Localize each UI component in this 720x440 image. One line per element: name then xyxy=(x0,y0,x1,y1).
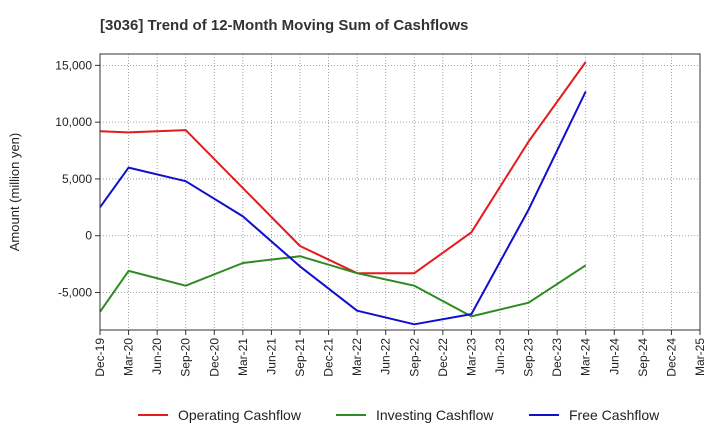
x-tick-label: Mar-21 xyxy=(236,338,250,376)
x-tick-label: Dec-22 xyxy=(436,338,450,377)
y-axis-label: Amount (million yen) xyxy=(7,133,22,252)
y-tick-label: 10,000 xyxy=(55,115,92,129)
x-tick-label: Jun-21 xyxy=(264,338,278,375)
plot-frame xyxy=(99,53,701,331)
y-tick-label: 5,000 xyxy=(62,172,92,186)
x-tick-label: Dec-19 xyxy=(93,338,107,377)
x-tick-label: Dec-20 xyxy=(207,338,221,377)
legend-label: Free Cashflow xyxy=(569,407,660,423)
x-tick-label: Mar-22 xyxy=(350,338,364,376)
grid-lines xyxy=(99,54,701,330)
series-lines xyxy=(99,61,587,326)
x-tick-label: Sep-21 xyxy=(293,338,307,377)
chart-title: [3036] Trend of 12-Month Moving Sum of C… xyxy=(100,17,468,34)
x-tick-label: Dec-23 xyxy=(550,338,564,377)
x-tick-label: Jun-23 xyxy=(493,338,507,375)
y-axis-ticks: 15,000 10,000 5,000 0 -5,000 xyxy=(55,58,100,300)
plot-area xyxy=(100,54,700,330)
series-line-investing-cashflow xyxy=(99,255,587,318)
series-line-free-cashflow xyxy=(99,91,587,326)
x-tick-label: Mar-20 xyxy=(122,338,136,376)
y-tick-label: 15,000 xyxy=(55,58,92,72)
x-tick-label: Sep-22 xyxy=(407,338,421,377)
x-tick-label: Jun-20 xyxy=(150,338,164,375)
legend-label: Investing Cashflow xyxy=(376,407,494,423)
x-tick-label: Mar-25 xyxy=(693,338,707,376)
y-tick-label: 0 xyxy=(85,229,92,243)
y-tick-label: -5,000 xyxy=(58,286,92,300)
x-tick-label: Sep-23 xyxy=(522,338,536,377)
x-tick-label: Sep-20 xyxy=(179,338,193,377)
x-tick-label: Sep-24 xyxy=(636,338,650,377)
x-tick-label: Jun-22 xyxy=(379,338,393,375)
x-tick-label: Mar-24 xyxy=(579,338,593,376)
x-tick-label: Dec-21 xyxy=(322,338,336,377)
legend-label: Operating Cashflow xyxy=(178,407,302,423)
x-axis-ticks: Dec-19 Mar-20 Jun-20 Sep-20 Dec-20 Mar-21 Jun-… xyxy=(93,330,707,377)
x-tick-label: Dec-24 xyxy=(664,338,678,377)
x-tick-label: Mar-23 xyxy=(464,338,478,376)
x-tick-label: Jun-24 xyxy=(607,338,621,375)
legend: Operating Cashflow Investing Cashflow Free… xyxy=(138,407,660,423)
